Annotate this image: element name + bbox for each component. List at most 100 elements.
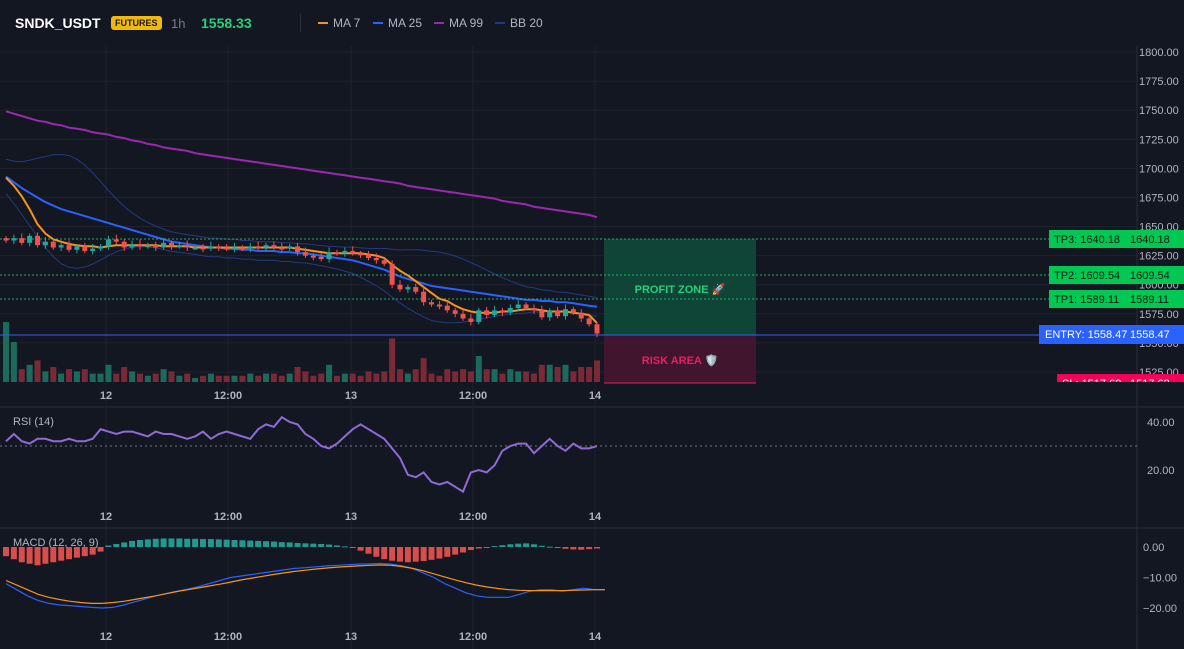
volume-bar: [200, 375, 206, 382]
candle-body: [192, 247, 198, 250]
entry-axis-value: 1558.47: [1130, 329, 1170, 341]
volume-bar: [460, 369, 467, 382]
macd-histogram-bar: [538, 545, 545, 547]
volume-bar: [3, 322, 9, 382]
price-tick-label: 1775.00: [1139, 76, 1179, 88]
tp3-axis-box: [1127, 230, 1184, 248]
volume-bar: [286, 373, 293, 382]
macd-histogram-bar: [152, 538, 159, 547]
volume-bar: [26, 364, 33, 382]
macd-histogram-bar: [326, 544, 333, 547]
volume-bar: [247, 373, 254, 382]
time-tick-label: 12: [100, 390, 112, 402]
candle-body: [42, 241, 48, 246]
candle-body: [413, 287, 419, 292]
volume-bar: [578, 367, 585, 382]
tp2-tag-box: [1049, 266, 1127, 284]
macd-histogram-bar: [483, 547, 490, 548]
rsi-line: [5, 415, 598, 494]
legend-label-bb20: BB 20: [510, 16, 543, 30]
macd-histogram-bar: [184, 538, 191, 547]
macd-panel-title[interactable]: MACD (12, 26, 9): [13, 537, 99, 549]
volume-bar: [318, 373, 325, 382]
macd-histogram-bar: [105, 545, 112, 547]
candle-body: [82, 246, 88, 251]
volume-bar: [255, 375, 262, 382]
candle-body: [515, 304, 521, 308]
macd-histogram-bar: [207, 539, 214, 547]
macd-histogram-bar: [160, 538, 167, 547]
timeframe-label[interactable]: 1h: [171, 16, 186, 31]
price-tick-label: 1700.00: [1139, 163, 1179, 175]
candle-body: [594, 324, 600, 334]
candle-body: [279, 247, 285, 250]
legend-ma7[interactable]: MA 7: [318, 16, 360, 30]
macd-histogram-bar: [444, 547, 451, 557]
candle-body: [255, 246, 261, 249]
candle-body: [539, 310, 545, 318]
macd-histogram-bar: [373, 547, 380, 557]
macd-histogram-bar: [302, 543, 309, 547]
macd-histogram-bar: [136, 539, 143, 547]
macd-histogram-bar: [255, 540, 262, 547]
legend-ma99[interactable]: MA 99: [434, 16, 483, 30]
macd-histogram-bar: [365, 547, 372, 554]
candle-body: [444, 305, 450, 311]
candle-body: [468, 318, 474, 322]
candle-body: [3, 238, 9, 241]
volume-bar: [475, 356, 482, 382]
candle-body: [365, 254, 371, 258]
macd-histogram-bar: [278, 542, 285, 547]
risk-area-box[interactable]: [604, 335, 756, 383]
volume-bars: [3, 322, 600, 382]
chart-header: SNDK_USDT FUTURES 1h 1558.33 MA 7 MA 25 …: [0, 0, 1184, 46]
volume-bar: [168, 371, 175, 382]
volume-bar: [483, 369, 490, 382]
macd-tick-label: −10.00: [1143, 573, 1177, 585]
volume-bar: [270, 373, 277, 382]
volume-bar: [42, 371, 49, 382]
candle-body: [113, 239, 119, 242]
volume-bar: [420, 358, 427, 382]
bollinger-bands: [5, 153, 598, 324]
macd-histogram-bar: [58, 547, 65, 561]
volume-bar: [263, 373, 270, 382]
candle-body: [523, 304, 529, 308]
grid-lines: [0, 46, 1137, 649]
macd-histogram-bar: [294, 543, 301, 547]
entry-axis-box: [1127, 325, 1184, 344]
time-axis[interactable]: 12 12:00 13 12:00 14 12 12:00 13 12:00 14 12 12:00 1…: [100, 390, 602, 643]
volume-bar: [373, 373, 380, 382]
macd-signal-line: [5, 564, 605, 604]
volume-bar: [97, 373, 104, 382]
rsi-series: [5, 415, 598, 494]
macd-histogram-bar: [310, 543, 317, 547]
volume-bar: [58, 373, 65, 382]
legend-bb20[interactable]: BB 20: [495, 16, 543, 30]
macd-histogram-bar: [97, 547, 104, 552]
macd-histogram-bar: [50, 547, 57, 563]
legend-ma25[interactable]: MA 25: [373, 16, 422, 30]
macd-histogram-bar: [34, 547, 41, 566]
rsi-panel-title[interactable]: RSI (14): [13, 416, 54, 428]
candlesticks[interactable]: [3, 232, 600, 338]
price-tick-label: 1625.00: [1139, 251, 1179, 263]
entry-tag-box: [1039, 325, 1127, 344]
volume-bar: [515, 371, 522, 382]
tp2-axis-value: 1609.54: [1130, 270, 1170, 282]
volume-bar: [452, 371, 459, 382]
candle-body: [381, 260, 387, 264]
volume-bar: [121, 367, 128, 382]
rsi-tick-label: 40.00: [1147, 417, 1175, 429]
macd-histogram-bar: [594, 547, 600, 549]
time-tick-label: 12:00: [214, 390, 242, 402]
profit-zone-box[interactable]: [604, 239, 756, 335]
rsi-tick-label: 20.00: [1147, 465, 1175, 477]
symbol-title[interactable]: SNDK_USDT: [15, 15, 101, 31]
candle-body: [247, 246, 253, 249]
price-tick-label: 1675.00: [1139, 192, 1179, 204]
volume-bar: [66, 369, 73, 382]
volume-bar: [538, 364, 545, 382]
macd-histogram-bar: [176, 538, 183, 547]
